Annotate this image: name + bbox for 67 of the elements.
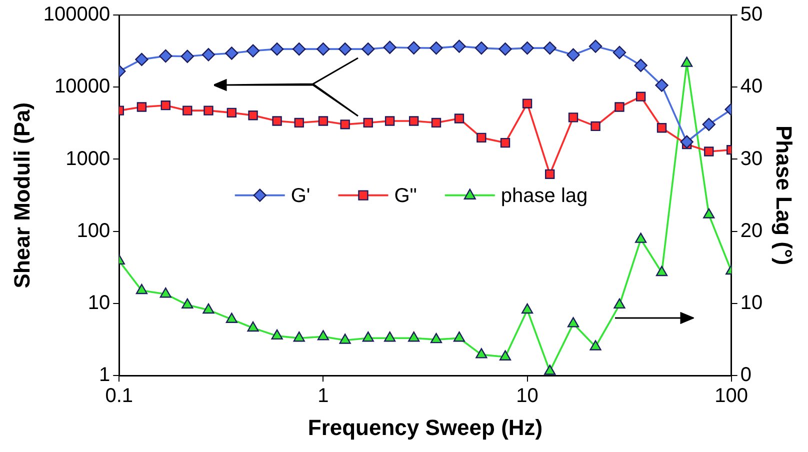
y2-tick-label: 0 (740, 364, 752, 386)
point (568, 112, 578, 122)
point (566, 48, 580, 62)
point (476, 132, 486, 143)
point (316, 42, 330, 56)
x-tick-label: 100 (714, 385, 748, 408)
point (590, 121, 600, 132)
point (383, 40, 396, 54)
point (318, 116, 328, 126)
point (454, 114, 464, 124)
point (543, 41, 556, 55)
point (362, 42, 375, 56)
y2-tick-label: 20 (740, 220, 763, 242)
point (634, 58, 648, 72)
point (588, 40, 602, 53)
point (500, 138, 510, 148)
point (452, 40, 466, 53)
y2-tick-label: 50 (740, 4, 763, 26)
point (202, 48, 216, 62)
point (498, 42, 512, 56)
point (292, 42, 306, 56)
y2-tick-label: 40 (740, 76, 763, 98)
point (431, 118, 442, 128)
point (636, 92, 646, 102)
y2-tick-label: 30 (740, 148, 763, 170)
point (294, 118, 304, 128)
point (180, 50, 194, 63)
point (384, 116, 395, 126)
point (408, 116, 419, 126)
y-tick-label: 10000 (54, 76, 110, 98)
point (226, 108, 237, 118)
legend-label: phase lag (500, 184, 588, 207)
y-tick-label: 10 (88, 292, 110, 314)
point (474, 41, 488, 55)
point (702, 118, 716, 132)
point (135, 52, 148, 66)
y2-tick-label: 10 (740, 292, 763, 314)
point (182, 106, 192, 116)
legend-label: G" (394, 184, 417, 207)
y2-axis-title: Phase Lag (°) (772, 125, 797, 266)
x-axis-title: Frequency Sweep (Hz) (308, 414, 543, 440)
point (680, 135, 694, 148)
y-tick-label: 100000 (43, 4, 110, 26)
y-tick-label: 100 (76, 220, 110, 242)
point (704, 146, 714, 156)
point (270, 42, 284, 56)
point (430, 41, 443, 55)
point (363, 118, 373, 128)
point (338, 42, 352, 56)
y-tick-label: 1000 (66, 148, 110, 170)
point (225, 46, 238, 60)
y-axis-title: Shear Moduli (Pa) (9, 102, 34, 288)
point (136, 102, 147, 112)
point (612, 46, 626, 60)
point (340, 120, 350, 130)
point (407, 41, 420, 54)
legend-label: G' (290, 184, 310, 207)
x-tick-label: 0.1 (105, 385, 134, 408)
point (545, 169, 555, 180)
x-tick-label: 1 (318, 385, 329, 408)
x-tick-label: 10 (516, 385, 538, 408)
y-tick-label: 1 (99, 364, 110, 386)
point (272, 116, 282, 126)
point (522, 98, 532, 108)
point (614, 102, 624, 112)
point (520, 41, 534, 55)
point (204, 106, 214, 116)
